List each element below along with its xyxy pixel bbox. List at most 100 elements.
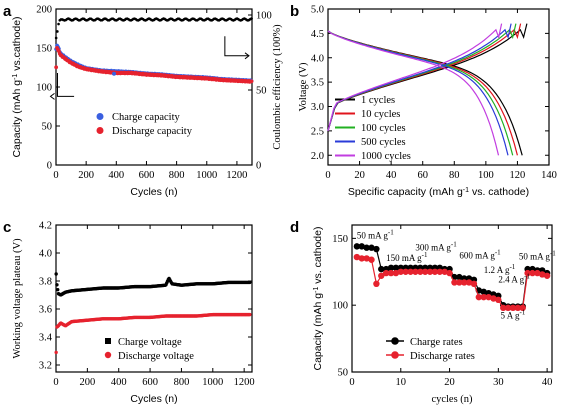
panel-d-point-1 — [529, 269, 536, 277]
panel-a-y-tick-label: 50 — [42, 122, 53, 133]
panel-a-legend-label-0: Charge capacity — [112, 112, 180, 123]
panel-d-point-0 — [480, 288, 487, 296]
panel-c-y-tick-label: 3.8 — [39, 277, 52, 288]
panel-a-legend-label-1: Discharge capacity — [112, 126, 193, 137]
panel-label-d: d — [290, 219, 299, 236]
panel-a-point-1 — [249, 79, 254, 84]
panel-a-y-tick-label: 150 — [36, 44, 52, 55]
panel-label-c: c — [3, 219, 11, 236]
panel-d-point-0 — [456, 273, 463, 281]
panel-c-x-tick-label: 1200 — [234, 377, 255, 388]
panel-d-chart: 0 10 20 30 40 50 100 150 cycles (n) Capacity (mAh… — [312, 224, 556, 405]
panel-d-legend-marker-0 — [391, 337, 399, 345]
panel-d-point-1 — [421, 268, 429, 275]
panel-b-x-tick-label: 20 — [354, 170, 365, 181]
panel-d-point-1 — [480, 293, 487, 301]
panel-d-point-1 — [373, 280, 380, 287]
panel-a-x-tick-label: 1200 — [226, 170, 247, 181]
panel-d-y-tick-label: 150 — [332, 234, 348, 245]
panel-d-point-0 — [358, 243, 365, 250]
panel-d-x-tick-label: 0 — [349, 377, 354, 388]
panel-a-y-right-tick-label: 0 — [256, 161, 261, 172]
panel-c-legend-label-1: Discharge voltage — [118, 351, 194, 362]
panel-b-y-tick-label: 3.0 — [311, 102, 324, 113]
panel-c-y-axis-label: Working voltage plateau (V) — [12, 238, 23, 359]
panel-c-y-tick-label: 3.4 — [39, 333, 53, 344]
panel-d-point-0 — [363, 244, 370, 251]
panel-d-y-tick-label: 50 — [338, 368, 349, 379]
panel-c-x-tick-label: 400 — [111, 377, 127, 388]
panel-c-point-1 — [248, 312, 252, 317]
panel-d-point-0 — [368, 244, 375, 251]
panel-a-legend-marker-1 — [96, 127, 104, 134]
panel-d-point-1 — [465, 279, 473, 286]
panel-d-point-1 — [495, 296, 502, 304]
panel-d-x-tick-label: 30 — [493, 377, 504, 388]
panel-d-point-1 — [519, 304, 526, 312]
panel-b-plot-frame — [327, 8, 550, 166]
panel-a-plot-frame — [55, 8, 253, 166]
panel-d-annotation-7: 50 mA g-1 — [519, 250, 556, 262]
panel-b-y-tick-label: 5.0 — [311, 5, 324, 16]
panel-c-y-tick-label: 4.2 — [39, 221, 52, 232]
panel-d-point-1 — [460, 279, 468, 286]
panel-d-point-1 — [397, 268, 404, 275]
panel-b-discharge-curve-1 — [327, 30, 518, 156]
panel-a-point-2 — [250, 17, 253, 20]
panel-a-point-outlier — [112, 71, 117, 76]
panel-c-legend-label-0: Charge voltage — [118, 337, 182, 348]
panel-d-annotation-3: 600 mA g-1 — [459, 248, 501, 260]
panel-d-point-1 — [436, 268, 444, 275]
panel-d-point-1 — [451, 279, 458, 286]
panel-d-annotation-4: 1.2 A g-1 — [484, 263, 516, 275]
panel-d-point-1 — [441, 268, 448, 275]
panel-b-legend-label-1: 10 cycles — [361, 109, 400, 120]
panel-d-point-1 — [470, 280, 478, 287]
panel-c-x-tick-label: 600 — [142, 377, 158, 388]
panel-d-point-1 — [539, 271, 546, 278]
panel-c-y-tick-label: 4.0 — [39, 249, 52, 260]
panel-b-x-tick-label: 120 — [510, 170, 526, 181]
panel-b-y-tick-label: 2.5 — [311, 126, 324, 137]
panel-d-point-0 — [353, 243, 361, 250]
panel-b-legend-label-4: 1000 cycles — [361, 151, 411, 162]
panel-a-x-tick-label: 600 — [139, 170, 155, 181]
panel-d-x-tick-label: 10 — [396, 377, 407, 388]
panel-b-x-tick-label: 60 — [417, 170, 428, 181]
panel-b-charge-curve-1 — [327, 23, 522, 132]
panel-b-discharge-curve-4 — [327, 30, 500, 156]
panel-b-x-tick-label: 100 — [478, 170, 494, 181]
panel-a-point-1 — [54, 65, 59, 70]
panel-d-x-axis-label: cycles (n) — [431, 394, 473, 405]
panel-a-point-2 — [54, 36, 58, 40]
panel-a-x-tick-label: 400 — [108, 170, 124, 181]
panel-b-y-tick-label: 2.0 — [311, 151, 324, 162]
panel-d-point-1 — [485, 293, 492, 301]
panel-d-point-1 — [431, 268, 439, 275]
panel-d-point-0 — [378, 265, 385, 273]
panel-c-x-tick-label: 0 — [53, 377, 58, 388]
panel-c-legend-marker-0 — [105, 338, 111, 344]
panel-d-annotation-0: 50 mA g-1 — [357, 228, 394, 240]
panel-d-annotation-5: 2.4 A g-1 — [498, 272, 530, 284]
panel-d-point-1 — [426, 268, 434, 275]
panel-d-point-1 — [392, 269, 400, 277]
panel-d-point-1 — [407, 268, 414, 275]
panel-d-point-1 — [475, 293, 483, 301]
panel-a-x-tick-label: 1000 — [196, 170, 217, 181]
panel-a-x-tick-label: 800 — [169, 170, 185, 181]
panel-c-point-1 — [54, 350, 58, 355]
panel-b-legend-label-2: 100 cycles — [361, 123, 406, 134]
panel-d-point-1 — [509, 304, 517, 312]
panel-d-point-1 — [417, 268, 424, 275]
panel-a-y-right-axis-label: Coulombic efficiency (100%) — [272, 24, 283, 150]
panel-a-legend-marker-0 — [96, 113, 104, 120]
panel-d-annotation-1: 150 mA g-1 — [386, 251, 428, 263]
panel-d-point-0 — [387, 264, 395, 271]
panel-b-y-tick-label: 4.0 — [311, 53, 324, 64]
panel-d-legend-label-0: Charge rates — [410, 337, 463, 348]
panel-b-chart: 0 20 40 60 80 100 120 140 2.0 2.5 3.0 3.5 4.0 4.5 5.0 S… — [298, 5, 557, 199]
panel-c-x-tick-label: 800 — [174, 377, 190, 388]
panel-a-x-tick-label: 200 — [78, 170, 94, 181]
